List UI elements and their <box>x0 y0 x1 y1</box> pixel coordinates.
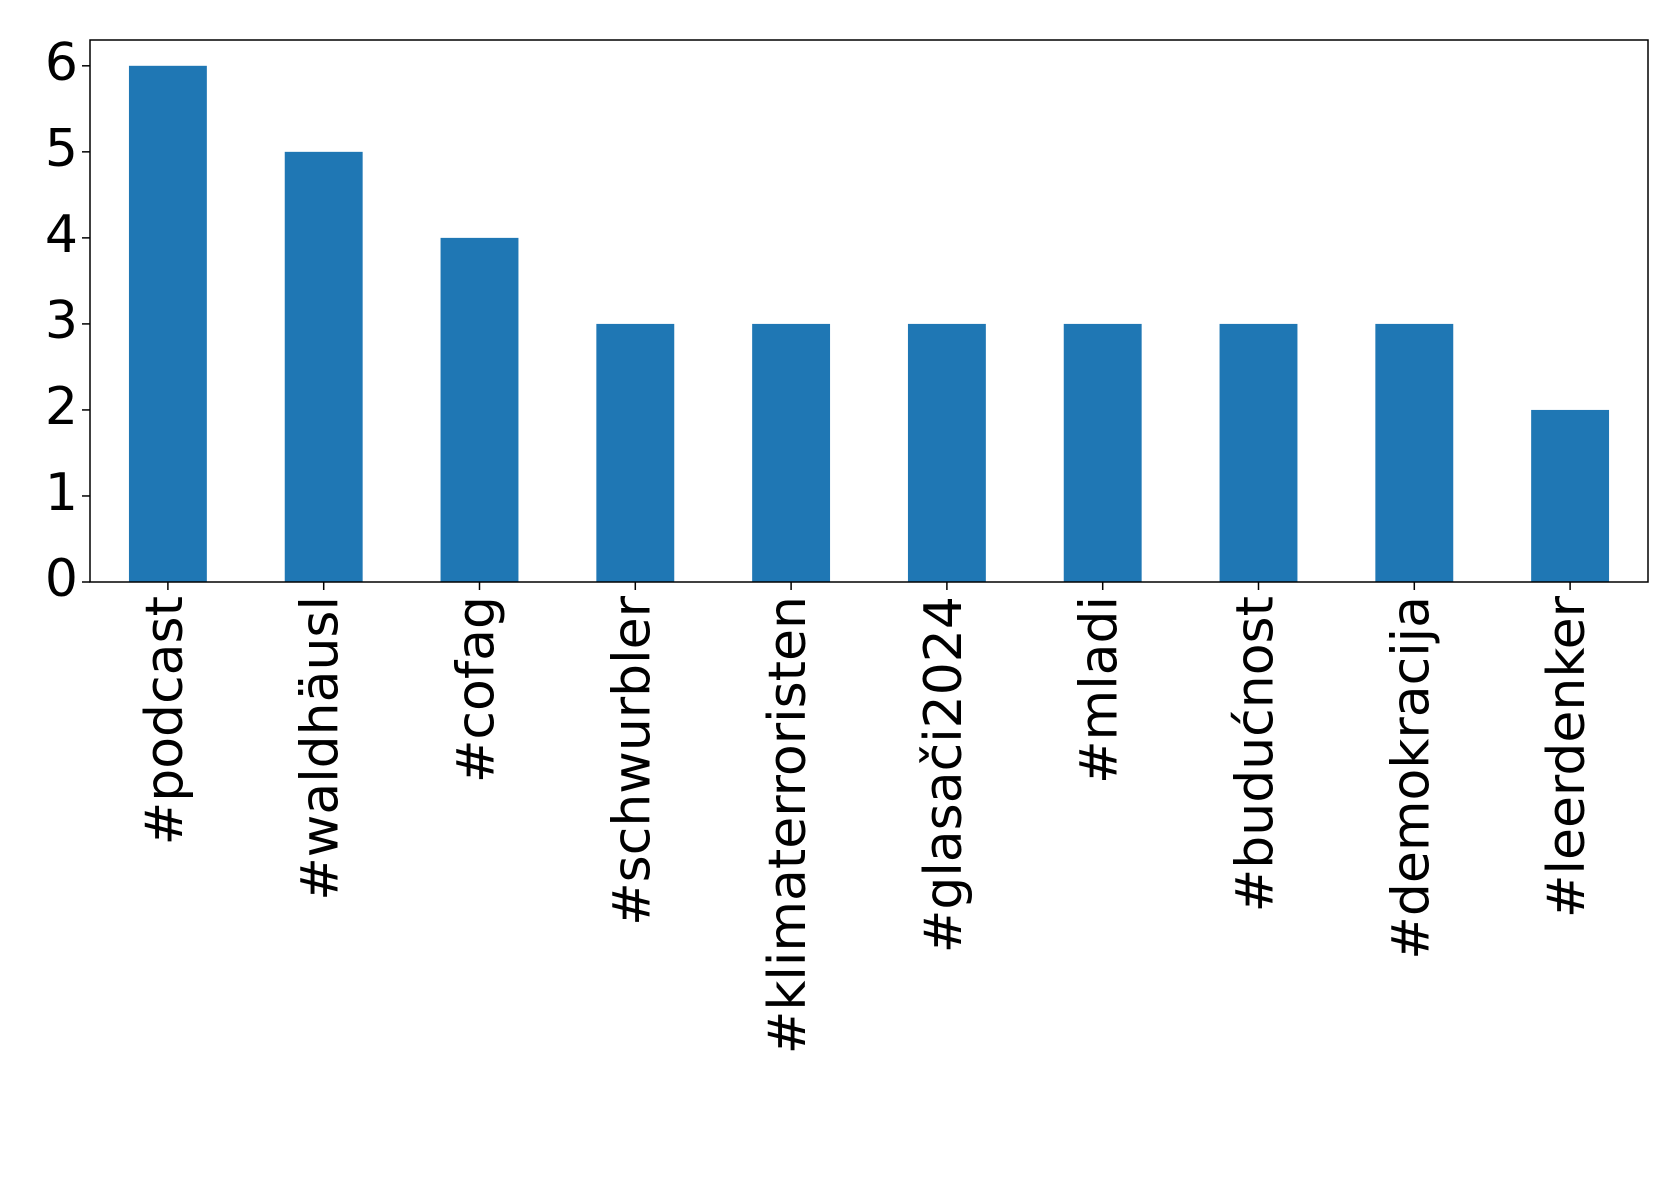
y-tick-label: 5 <box>45 119 78 179</box>
x-tick-label: #waldhäusl <box>291 596 351 901</box>
y-tick-label: 2 <box>45 377 78 437</box>
x-tick-label: #leerdenker <box>1537 595 1597 918</box>
x-tick-label: #budućnost <box>1226 596 1286 912</box>
y-tick-label: 6 <box>45 33 78 93</box>
x-tick-label: #klimaterroristen <box>758 596 818 1054</box>
y-tick-label: 1 <box>45 463 78 523</box>
bar <box>1531 409 1610 582</box>
y-tick-label: 3 <box>45 291 78 351</box>
x-tick-label: #glasači2024 <box>914 596 974 953</box>
bar <box>1219 323 1298 582</box>
x-tick-label: #podcast <box>135 596 195 845</box>
bar <box>596 323 675 582</box>
x-tick-label: #schwurbler <box>602 595 662 926</box>
bar <box>752 323 831 582</box>
bar <box>440 237 519 582</box>
y-tick-label: 0 <box>45 549 78 609</box>
y-tick-label: 4 <box>45 205 78 265</box>
x-tick-label: #mladi <box>1070 596 1130 784</box>
bar <box>907 323 986 582</box>
x-tick-label: #demokracija <box>1381 596 1441 960</box>
x-tick-label: #cofag <box>447 596 507 783</box>
bar <box>1063 323 1142 582</box>
bar <box>1375 323 1454 582</box>
bar <box>284 151 363 583</box>
plot-frame <box>89 39 1649 583</box>
bar <box>128 65 207 583</box>
